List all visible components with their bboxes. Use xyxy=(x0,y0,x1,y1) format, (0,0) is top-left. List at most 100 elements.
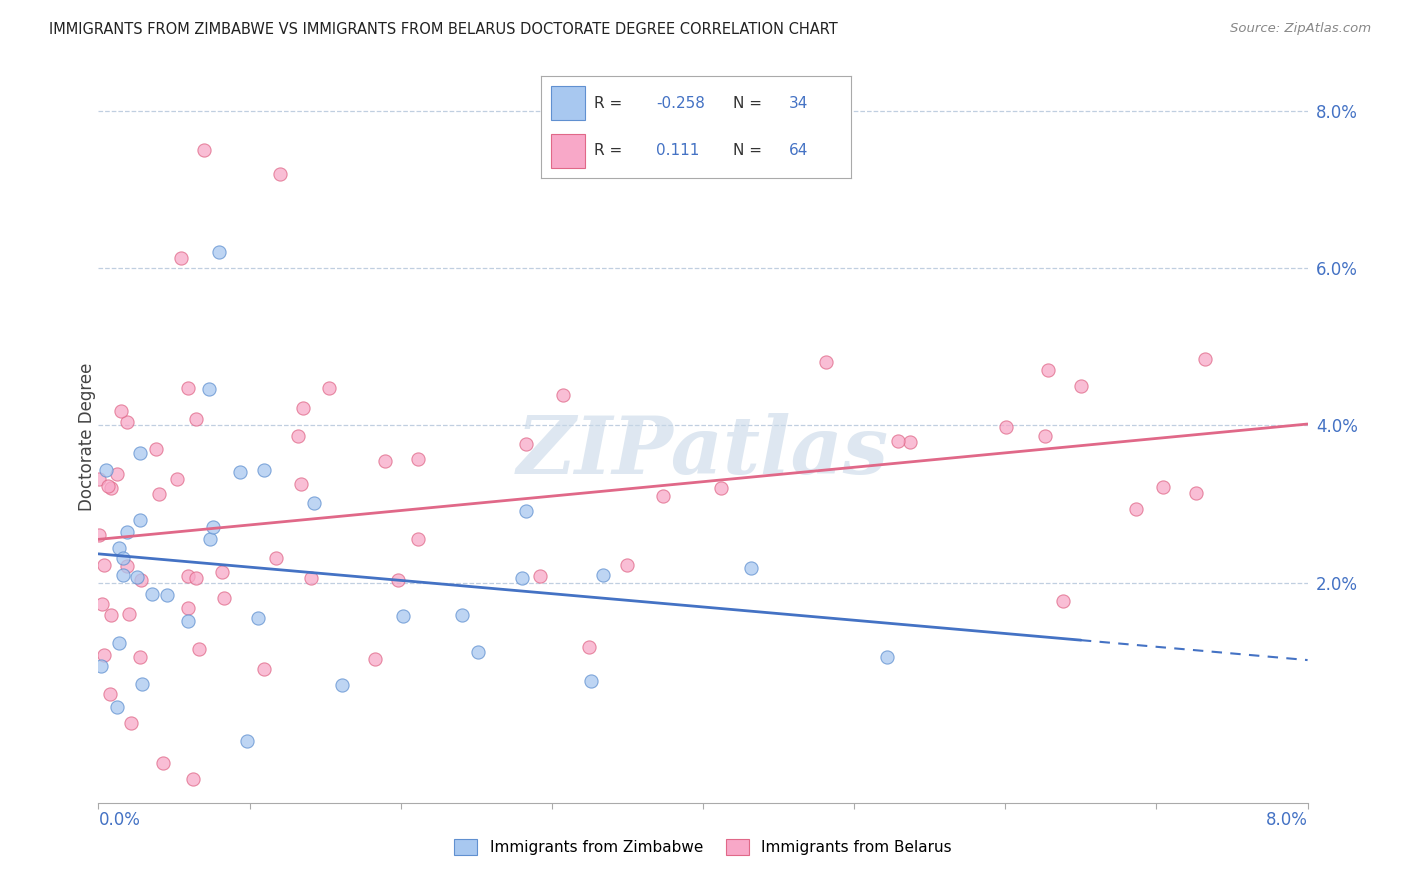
Point xyxy=(392,609,415,624)
Point xyxy=(1125,501,1147,516)
Point xyxy=(201,520,224,534)
Point xyxy=(148,487,170,501)
Point xyxy=(152,756,174,771)
Point xyxy=(117,415,139,429)
Point xyxy=(887,434,910,448)
Point xyxy=(579,673,602,688)
Point xyxy=(110,403,132,417)
Point xyxy=(529,569,551,583)
Point xyxy=(131,677,153,691)
Point xyxy=(364,652,387,666)
Point xyxy=(451,608,474,623)
Text: Source: ZipAtlas.com: Source: ZipAtlas.com xyxy=(1230,22,1371,36)
Point xyxy=(814,354,837,368)
Point xyxy=(105,700,128,714)
Point xyxy=(93,648,115,662)
Text: R =: R = xyxy=(593,96,621,111)
Point xyxy=(318,381,340,395)
Point xyxy=(208,245,231,260)
Point xyxy=(118,607,141,622)
Point xyxy=(553,387,575,401)
Point xyxy=(98,687,121,701)
Point xyxy=(330,678,353,692)
Point xyxy=(1070,379,1092,393)
Point xyxy=(100,481,122,495)
Point xyxy=(1036,363,1059,377)
Point xyxy=(740,560,762,574)
Point xyxy=(90,658,112,673)
Text: ZIPatlas: ZIPatlas xyxy=(517,413,889,491)
Point xyxy=(387,573,409,587)
Bar xyxy=(551,135,585,168)
Point xyxy=(515,437,537,451)
Point xyxy=(652,489,675,503)
Point xyxy=(177,568,200,582)
Point xyxy=(129,650,152,665)
Point xyxy=(111,567,134,582)
Point xyxy=(177,614,200,628)
Point xyxy=(198,382,221,396)
Point xyxy=(253,662,276,676)
Point xyxy=(94,463,117,477)
Point xyxy=(188,641,211,656)
Point xyxy=(111,550,134,565)
Text: 8.0%: 8.0% xyxy=(1265,811,1308,829)
Point xyxy=(710,481,733,495)
Point xyxy=(1185,485,1208,500)
Text: 0.111: 0.111 xyxy=(655,144,699,158)
Point xyxy=(304,496,326,510)
Point xyxy=(876,650,898,665)
Point xyxy=(406,532,429,546)
Point xyxy=(166,472,188,486)
Point xyxy=(117,525,139,540)
Text: 0.0%: 0.0% xyxy=(98,811,141,829)
Text: N =: N = xyxy=(733,144,762,158)
Point xyxy=(181,772,204,787)
Text: IMMIGRANTS FROM ZIMBABWE VS IMMIGRANTS FROM BELARUS DOCTORATE DEGREE CORRELATION: IMMIGRANTS FROM ZIMBABWE VS IMMIGRANTS F… xyxy=(49,22,838,37)
Point xyxy=(1194,352,1216,367)
Point xyxy=(108,636,131,650)
Point xyxy=(115,559,138,574)
Point xyxy=(287,429,309,443)
Point xyxy=(145,442,167,456)
Point xyxy=(170,252,193,266)
Point xyxy=(193,143,215,157)
Point xyxy=(120,715,142,730)
Point xyxy=(264,550,287,565)
Point xyxy=(156,588,179,602)
Point xyxy=(299,570,322,584)
Point xyxy=(211,565,233,579)
Point xyxy=(246,611,269,625)
Point xyxy=(198,532,221,546)
Text: 64: 64 xyxy=(789,144,808,158)
Point xyxy=(129,574,152,588)
Point xyxy=(212,591,235,605)
Text: 34: 34 xyxy=(789,96,808,111)
Text: N =: N = xyxy=(733,96,762,111)
Point xyxy=(292,401,315,415)
Point xyxy=(100,607,122,622)
Point xyxy=(129,446,152,460)
Point xyxy=(1052,593,1074,607)
Point xyxy=(129,513,152,527)
Point xyxy=(177,600,200,615)
Point xyxy=(1033,429,1056,443)
Point xyxy=(406,452,429,467)
Point xyxy=(592,568,614,582)
Point xyxy=(995,420,1018,434)
Point xyxy=(93,558,115,572)
Text: -0.258: -0.258 xyxy=(655,96,704,111)
Point xyxy=(1152,480,1174,494)
Point xyxy=(91,597,114,611)
Point xyxy=(898,435,921,450)
Point xyxy=(515,504,537,518)
Point xyxy=(89,527,111,541)
Y-axis label: Doctorate Degree: Doctorate Degree xyxy=(79,363,96,511)
Point xyxy=(177,381,200,395)
Bar xyxy=(551,87,585,120)
Text: R =: R = xyxy=(593,144,621,158)
Point xyxy=(125,570,148,584)
Point xyxy=(229,466,252,480)
Point xyxy=(374,454,396,468)
Point xyxy=(578,640,600,654)
